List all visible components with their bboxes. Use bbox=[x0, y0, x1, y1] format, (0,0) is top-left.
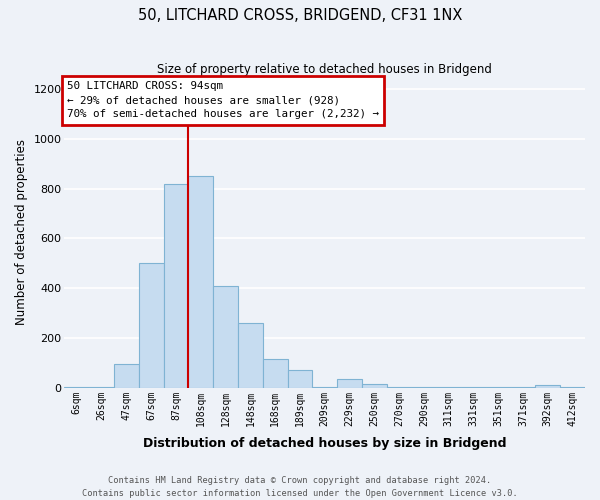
Bar bbox=[386, 386, 412, 388]
Bar bbox=[461, 386, 486, 388]
Bar bbox=[535, 386, 560, 388]
Bar bbox=[139, 264, 164, 388]
Bar bbox=[64, 386, 89, 388]
Bar bbox=[362, 384, 386, 388]
Bar bbox=[412, 386, 436, 388]
X-axis label: Distribution of detached houses by size in Bridgend: Distribution of detached houses by size … bbox=[143, 437, 506, 450]
Bar bbox=[114, 364, 139, 388]
Bar bbox=[89, 386, 114, 388]
Text: 50, LITCHARD CROSS, BRIDGEND, CF31 1NX: 50, LITCHARD CROSS, BRIDGEND, CF31 1NX bbox=[138, 8, 462, 22]
Bar bbox=[164, 184, 188, 388]
Bar bbox=[313, 386, 337, 388]
Bar bbox=[287, 370, 313, 388]
Bar bbox=[560, 386, 585, 388]
Bar bbox=[436, 386, 461, 388]
Bar bbox=[337, 379, 362, 388]
Title: Size of property relative to detached houses in Bridgend: Size of property relative to detached ho… bbox=[157, 62, 492, 76]
Bar bbox=[238, 323, 263, 388]
Bar bbox=[511, 386, 535, 388]
Y-axis label: Number of detached properties: Number of detached properties bbox=[15, 140, 28, 326]
Text: Contains HM Land Registry data © Crown copyright and database right 2024.
Contai: Contains HM Land Registry data © Crown c… bbox=[82, 476, 518, 498]
Bar bbox=[188, 176, 213, 388]
Bar bbox=[486, 386, 511, 388]
Bar bbox=[263, 359, 287, 388]
Text: 50 LITCHARD CROSS: 94sqm
← 29% of detached houses are smaller (928)
70% of semi-: 50 LITCHARD CROSS: 94sqm ← 29% of detach… bbox=[67, 82, 379, 120]
Bar bbox=[213, 286, 238, 388]
